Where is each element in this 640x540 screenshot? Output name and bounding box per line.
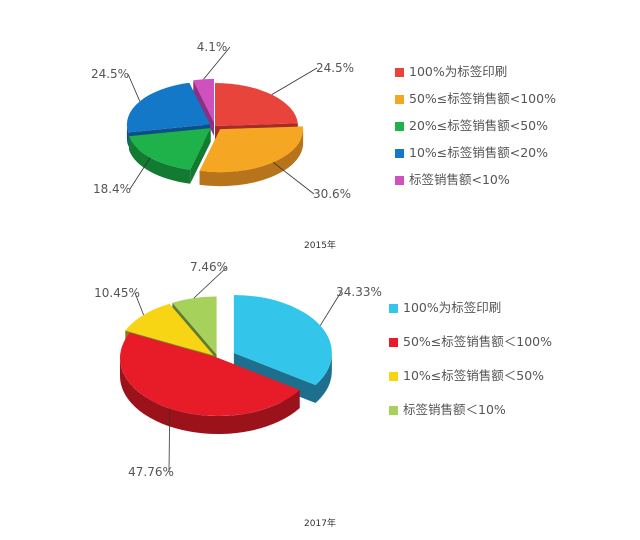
legend-label-4: 标签销售额<10% bbox=[409, 172, 510, 187]
slice-side-4 bbox=[193, 80, 214, 136]
slice-0 bbox=[215, 83, 298, 126]
data-label-2: 10.45% bbox=[94, 286, 140, 300]
leader-line-0 bbox=[271, 67, 318, 95]
legend-label-0: 100%为标签印刷 bbox=[403, 300, 501, 315]
data-label-0: 24.5% bbox=[316, 61, 354, 75]
data-label-1: 47.76% bbox=[128, 465, 174, 479]
slice-1 bbox=[120, 333, 300, 416]
slice-3 bbox=[172, 296, 217, 355]
legend-label-3: 10%≤标签销售额<20% bbox=[409, 145, 548, 160]
slice-rim-2 bbox=[129, 136, 191, 184]
legend-swatch-3 bbox=[389, 406, 398, 415]
legend-label-2: 20%≤标签销售额<50% bbox=[409, 118, 548, 133]
legend-swatch-4 bbox=[395, 176, 404, 185]
legend-label-1: 50%≤标签销售额<100% bbox=[409, 91, 556, 106]
slice-rim-3 bbox=[126, 124, 129, 147]
slice-4 bbox=[193, 78, 214, 122]
legend-swatch-1 bbox=[389, 338, 398, 347]
legend-label-1: 50%≤标签销售额＜100% bbox=[403, 334, 552, 349]
data-label-4: 4.1% bbox=[197, 40, 228, 54]
legend-label-0: 100%为标签印刷 bbox=[409, 64, 507, 79]
slice-rim-1 bbox=[199, 129, 304, 187]
legend-swatch-3 bbox=[395, 149, 404, 158]
leader-line-0 bbox=[319, 291, 342, 326]
leader-line-3 bbox=[127, 73, 141, 102]
slice-cut-4-0 bbox=[193, 80, 214, 136]
slice-3 bbox=[126, 82, 210, 133]
slice-0 bbox=[233, 294, 332, 386]
slice-2 bbox=[129, 128, 211, 170]
chart-title-2017: 2017年 bbox=[304, 517, 336, 529]
slice-rim-0 bbox=[315, 352, 332, 404]
chart-title-2015: 2015年 bbox=[304, 239, 336, 251]
data-label-3: 7.46% bbox=[190, 260, 228, 274]
chart-2015: 24.5% 30.6% 18.4% 24.5% 4.1% 100%为标签印刷 50%≤标签… bbox=[91, 40, 556, 251]
legend-swatch-2 bbox=[389, 372, 398, 381]
legend-label-3: 标签销售额＜10% bbox=[403, 402, 506, 417]
slice-2 bbox=[125, 303, 214, 356]
legend-swatch-2 bbox=[395, 122, 404, 131]
legend-swatch-0 bbox=[389, 304, 398, 313]
leader-line-1 bbox=[168, 408, 171, 473]
legend-swatch-0 bbox=[395, 68, 404, 77]
leader-line-3 bbox=[193, 266, 228, 299]
data-label-0: 34.33% bbox=[336, 285, 382, 299]
leader-line-1 bbox=[272, 161, 315, 195]
slice-1 bbox=[199, 126, 304, 173]
legend-label-2: 10%≤标签销售额＜50% bbox=[403, 368, 544, 383]
leader-line-2 bbox=[134, 292, 144, 316]
slice-rim-1 bbox=[120, 358, 300, 434]
leader-line-2 bbox=[129, 157, 151, 190]
data-label-3: 24.5% bbox=[91, 67, 129, 81]
data-label-2: 18.4% bbox=[93, 182, 131, 196]
leader-line-4 bbox=[203, 46, 231, 80]
legend-swatch-1 bbox=[395, 95, 404, 104]
data-label-1: 30.6% bbox=[313, 187, 351, 201]
chart-2017: 34.33% 47.76% 10.45% 7.46% 100%为标签印刷 50%≤标签销… bbox=[94, 260, 552, 529]
